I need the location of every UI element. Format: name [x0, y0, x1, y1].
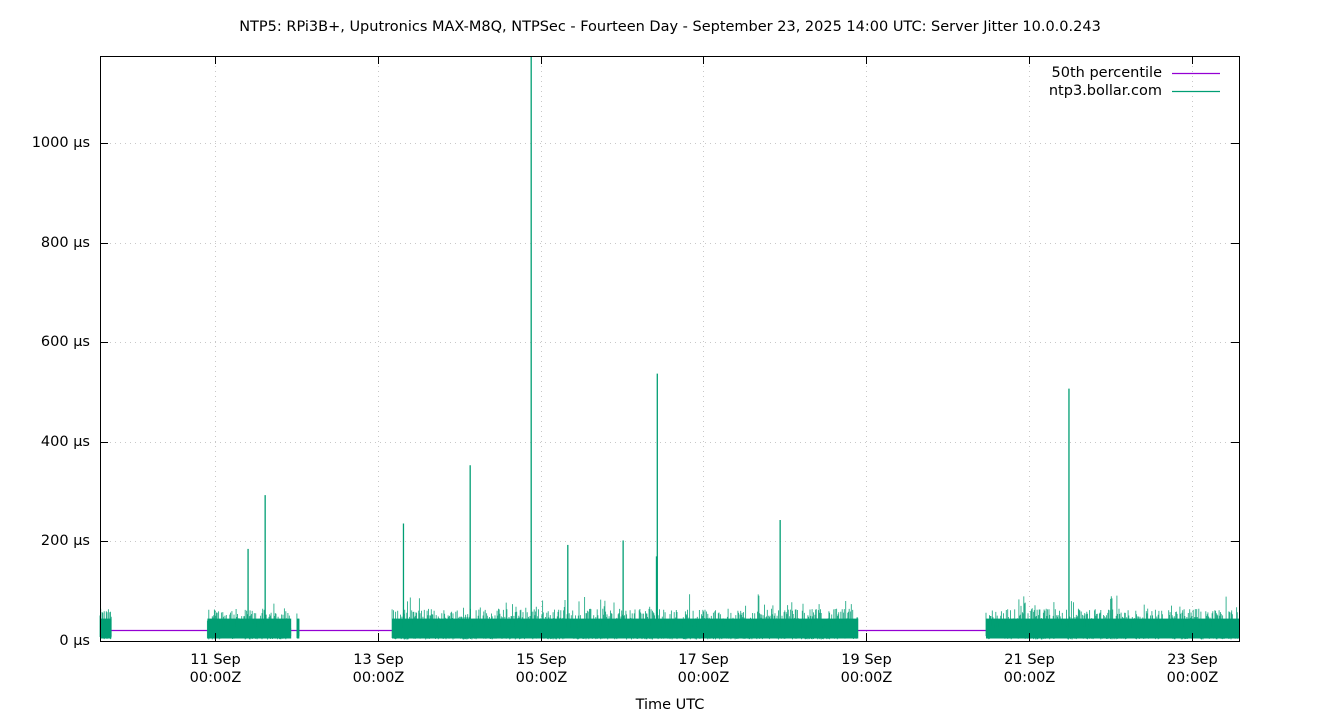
- plot-border: [100, 56, 1240, 642]
- x-tick-label: 17 Sep 00:00Z: [677, 652, 730, 686]
- x-axis-title: Time UTC: [635, 697, 705, 713]
- x-tick-label: 13 Sep 00:00Z: [352, 652, 405, 686]
- y-tick-label: 1000 µs: [31, 134, 90, 151]
- x-tick-label: 15 Sep 00:00Z: [515, 652, 568, 686]
- x-tick-label: 23 Sep 00:00Z: [1166, 652, 1219, 686]
- jitter-series: [99, 56, 1240, 640]
- chart-title: NTP5: RPi3B+, Uputronics MAX-M8Q, NTPSec…: [239, 19, 1101, 35]
- axis-ticks: [100, 56, 1239, 642]
- x-tick-label: 11 Sep 00:00Z: [189, 652, 242, 686]
- legend-swatches: [1172, 72, 1220, 93]
- x-tick-label: 21 Sep 00:00Z: [1003, 652, 1056, 686]
- legend-median-label: 50th percentile: [1051, 65, 1162, 81]
- y-tick-label: 400 µs: [40, 433, 90, 450]
- y-tick-label: 600 µs: [40, 333, 90, 350]
- grid-lines: [100, 56, 1239, 641]
- y-tick-label: 200 µs: [40, 532, 90, 549]
- legend-jitter-label: ntp3.bollar.com: [1048, 83, 1162, 99]
- x-tick-label: 19 Sep 00:00Z: [840, 652, 893, 686]
- y-tick-label: 800 µs: [40, 234, 90, 251]
- y-tick-label: 0 µs: [59, 632, 90, 649]
